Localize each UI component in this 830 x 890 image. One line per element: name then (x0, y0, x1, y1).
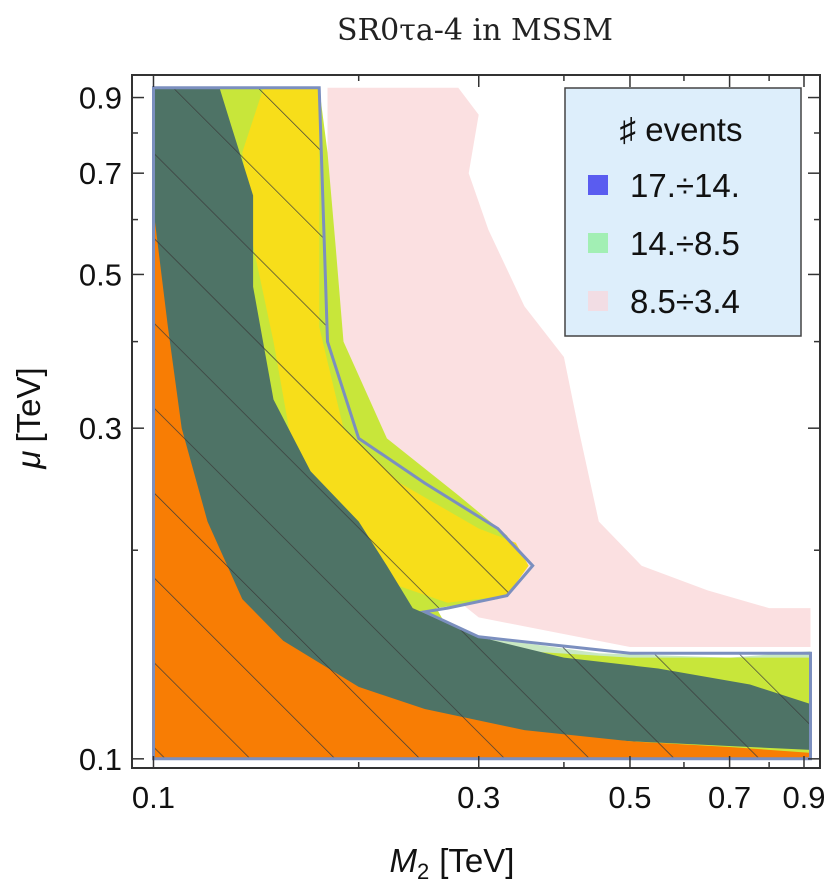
legend-swatch (588, 291, 608, 311)
x-axis-label: M2 [TeV] (390, 842, 515, 884)
x-tick-label: 0.3 (457, 780, 500, 815)
chart-title: SR0τa-4 in MSSM (337, 13, 613, 48)
x-tick-label: 0.1 (132, 780, 175, 815)
y-axis-label: μ[TeV] (10, 367, 47, 469)
plot-frame (131, 74, 821, 769)
legend-label: 14.÷8.5 (630, 225, 740, 262)
y-tick-label: 0.5 (79, 257, 122, 292)
legend-title: ♯ events (620, 111, 743, 148)
x-tick-label: 0.7 (708, 780, 751, 815)
excluded-outline (152, 86, 812, 761)
axis-ticks (132, 75, 820, 768)
y-tick-label: 0.9 (79, 81, 122, 116)
legend-label: 17.÷14. (630, 167, 740, 204)
x-tick-label: 0.5 (608, 780, 651, 815)
legend-swatch (588, 233, 608, 253)
legend-swatch (588, 175, 608, 195)
legend-label: 8.5÷3.4 (630, 283, 740, 320)
y-tick-label: 0.7 (79, 156, 122, 191)
legend: ♯ events 17.÷14. 14.÷8.5 8.5÷3.4 (564, 87, 802, 337)
tick-labels: 0.1 0.3 0.5 0.7 0.9 0.1 0.3 0.5 0.7 0.9 (79, 81, 826, 815)
y-tick-label: 0.3 (79, 411, 122, 446)
excluded-boundary (152, 86, 812, 761)
x-tick-label: 0.9 (782, 780, 825, 815)
y-tick-label: 0.1 (79, 742, 122, 777)
